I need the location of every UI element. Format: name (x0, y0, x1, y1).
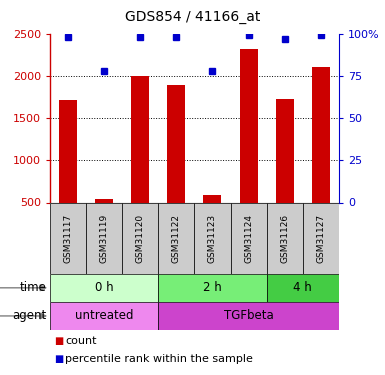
Text: 2 h: 2 h (203, 281, 222, 294)
Text: GSM31117: GSM31117 (64, 213, 73, 263)
Bar (95, 199, 113, 202)
Text: ■: ■ (54, 354, 63, 364)
Bar (303, 202, 339, 274)
Bar (266, 274, 339, 302)
Bar (50, 202, 86, 274)
Text: GDS854 / 41166_at: GDS854 / 41166_at (125, 10, 260, 24)
Bar (239, 49, 258, 202)
Text: GSM31126: GSM31126 (280, 214, 289, 262)
Bar (203, 195, 221, 202)
Text: 0 h: 0 h (95, 281, 114, 294)
Text: GSM31119: GSM31119 (100, 213, 109, 263)
Bar (167, 85, 186, 202)
Text: percentile rank within the sample: percentile rank within the sample (65, 354, 253, 364)
Text: agent: agent (12, 309, 46, 322)
Bar (158, 274, 266, 302)
Text: time: time (19, 281, 46, 294)
Text: TGFbeta: TGFbeta (224, 309, 273, 322)
Text: GSM31123: GSM31123 (208, 214, 217, 262)
Text: count: count (65, 336, 97, 346)
Bar (50, 274, 158, 302)
Bar (231, 202, 266, 274)
Bar (59, 100, 77, 202)
Text: ■: ■ (54, 336, 63, 346)
Bar (276, 99, 294, 202)
Text: GSM31124: GSM31124 (244, 214, 253, 262)
Bar (266, 202, 303, 274)
Text: 4 h: 4 h (293, 281, 312, 294)
Bar (194, 202, 231, 274)
Bar (50, 302, 158, 330)
Bar (158, 302, 339, 330)
Bar (122, 202, 158, 274)
Text: GSM31122: GSM31122 (172, 214, 181, 262)
Bar (312, 67, 330, 203)
Text: GSM31127: GSM31127 (316, 214, 325, 262)
Text: GSM31120: GSM31120 (136, 214, 145, 262)
Bar (86, 202, 122, 274)
Bar (131, 76, 149, 202)
Text: untreated: untreated (75, 309, 134, 322)
Bar (158, 202, 194, 274)
